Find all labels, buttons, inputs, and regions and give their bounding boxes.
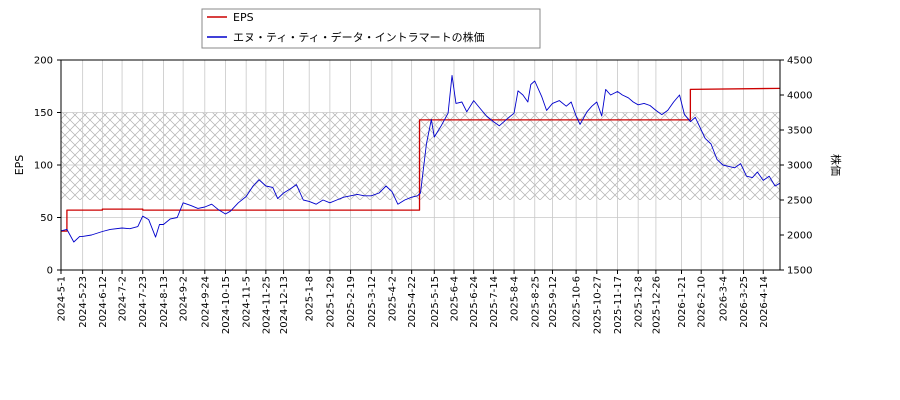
series-line-eps — [61, 87, 780, 232]
x-tick-label: 2025-2-19 — [346, 276, 357, 328]
x-tick-label: 2026-3-25 — [739, 276, 750, 328]
y-left-tick-label: 0 — [47, 266, 53, 277]
x-tick-label: 2025-3-12 — [367, 276, 378, 328]
x-tick-label: 2026-1-21 — [677, 276, 688, 328]
y-right-tick-label: 3000 — [787, 161, 812, 172]
x-tick-label: 2024-11-25 — [261, 276, 272, 334]
legend: EPS エヌ・ティ・ティ・データ・イントラマートの株価 — [201, 8, 541, 49]
x-tick-label: 2024-8-13 — [159, 276, 170, 328]
x-tick-label: 2024-7-2 — [118, 276, 129, 321]
y-right-tick-label: 4500 — [787, 56, 812, 67]
legend-box — [201, 8, 541, 49]
legend-label-price: エヌ・ティ・ティ・データ・イントラマートの株価 — [233, 30, 485, 44]
y-right-tick-label: 2500 — [787, 196, 812, 207]
x-tick-label: 2025-4-22 — [407, 276, 418, 328]
x-tick-label: 2025-6-4 — [449, 276, 460, 321]
series-line-price — [61, 74, 780, 243]
x-tick-label: 2025-5-15 — [430, 276, 441, 328]
x-tick-label: 2024-9-2 — [179, 276, 190, 321]
x-tick-label: 2025-12-8 — [634, 276, 645, 328]
x-tick-label: 2024-6-12 — [98, 276, 109, 328]
x-tick-label: 2025-11-17 — [613, 276, 624, 334]
x-tick-label: 2024-11-5 — [242, 276, 253, 328]
x-tick-label: 2024-7-23 — [138, 276, 149, 328]
x-tick-label: 2025-10-6 — [572, 276, 583, 328]
y-right-tick-label: 2000 — [787, 231, 812, 242]
x-tick-label: 2024-10-15 — [221, 276, 232, 334]
y-left-tick-label: 150 — [34, 108, 53, 119]
x-tick-label: 2024-5-23 — [78, 276, 89, 328]
x-tick-label: 2025-4-2 — [387, 276, 398, 321]
x-tick-label: 2025-9-12 — [548, 276, 559, 328]
x-tick-label: 2025-7-14 — [489, 276, 500, 328]
y-right-title: 株価 — [829, 154, 843, 176]
x-tick-label: 2025-8-25 — [530, 276, 541, 328]
x-tick-label: 2026-3-4 — [718, 276, 729, 321]
y-left-tick-label: 100 — [34, 161, 53, 172]
x-tick-label: 2025-6-24 — [469, 276, 480, 328]
x-tick-label: 2024-12-13 — [279, 276, 290, 334]
x-tick-label: 2026-4-14 — [759, 276, 770, 328]
y-right-tick-label: 4000 — [787, 91, 812, 102]
y-left-title: EPS — [13, 155, 26, 176]
x-tick-label: 2025-1-8 — [305, 276, 316, 321]
x-tick-label: 2024-5-1 — [57, 276, 68, 321]
x-tick-label: 2024-9-24 — [200, 276, 211, 328]
y-right-tick-label: 3500 — [787, 126, 812, 137]
legend-label-eps: EPS — [233, 11, 254, 24]
x-tick-label: 2025-8-4 — [510, 276, 521, 321]
x-tick-label: 2026-2-10 — [697, 276, 708, 328]
y-right-tick-label: 1500 — [787, 266, 812, 277]
y-left-tick-label: 200 — [34, 56, 53, 67]
shaded-band — [61, 112, 780, 200]
x-tick-label: 2025-1-29 — [325, 276, 336, 328]
x-tick-label: 2025-10-27 — [592, 276, 603, 334]
x-tick-label: 2025-12-26 — [651, 276, 662, 334]
y-left-tick-label: 50 — [40, 213, 53, 224]
